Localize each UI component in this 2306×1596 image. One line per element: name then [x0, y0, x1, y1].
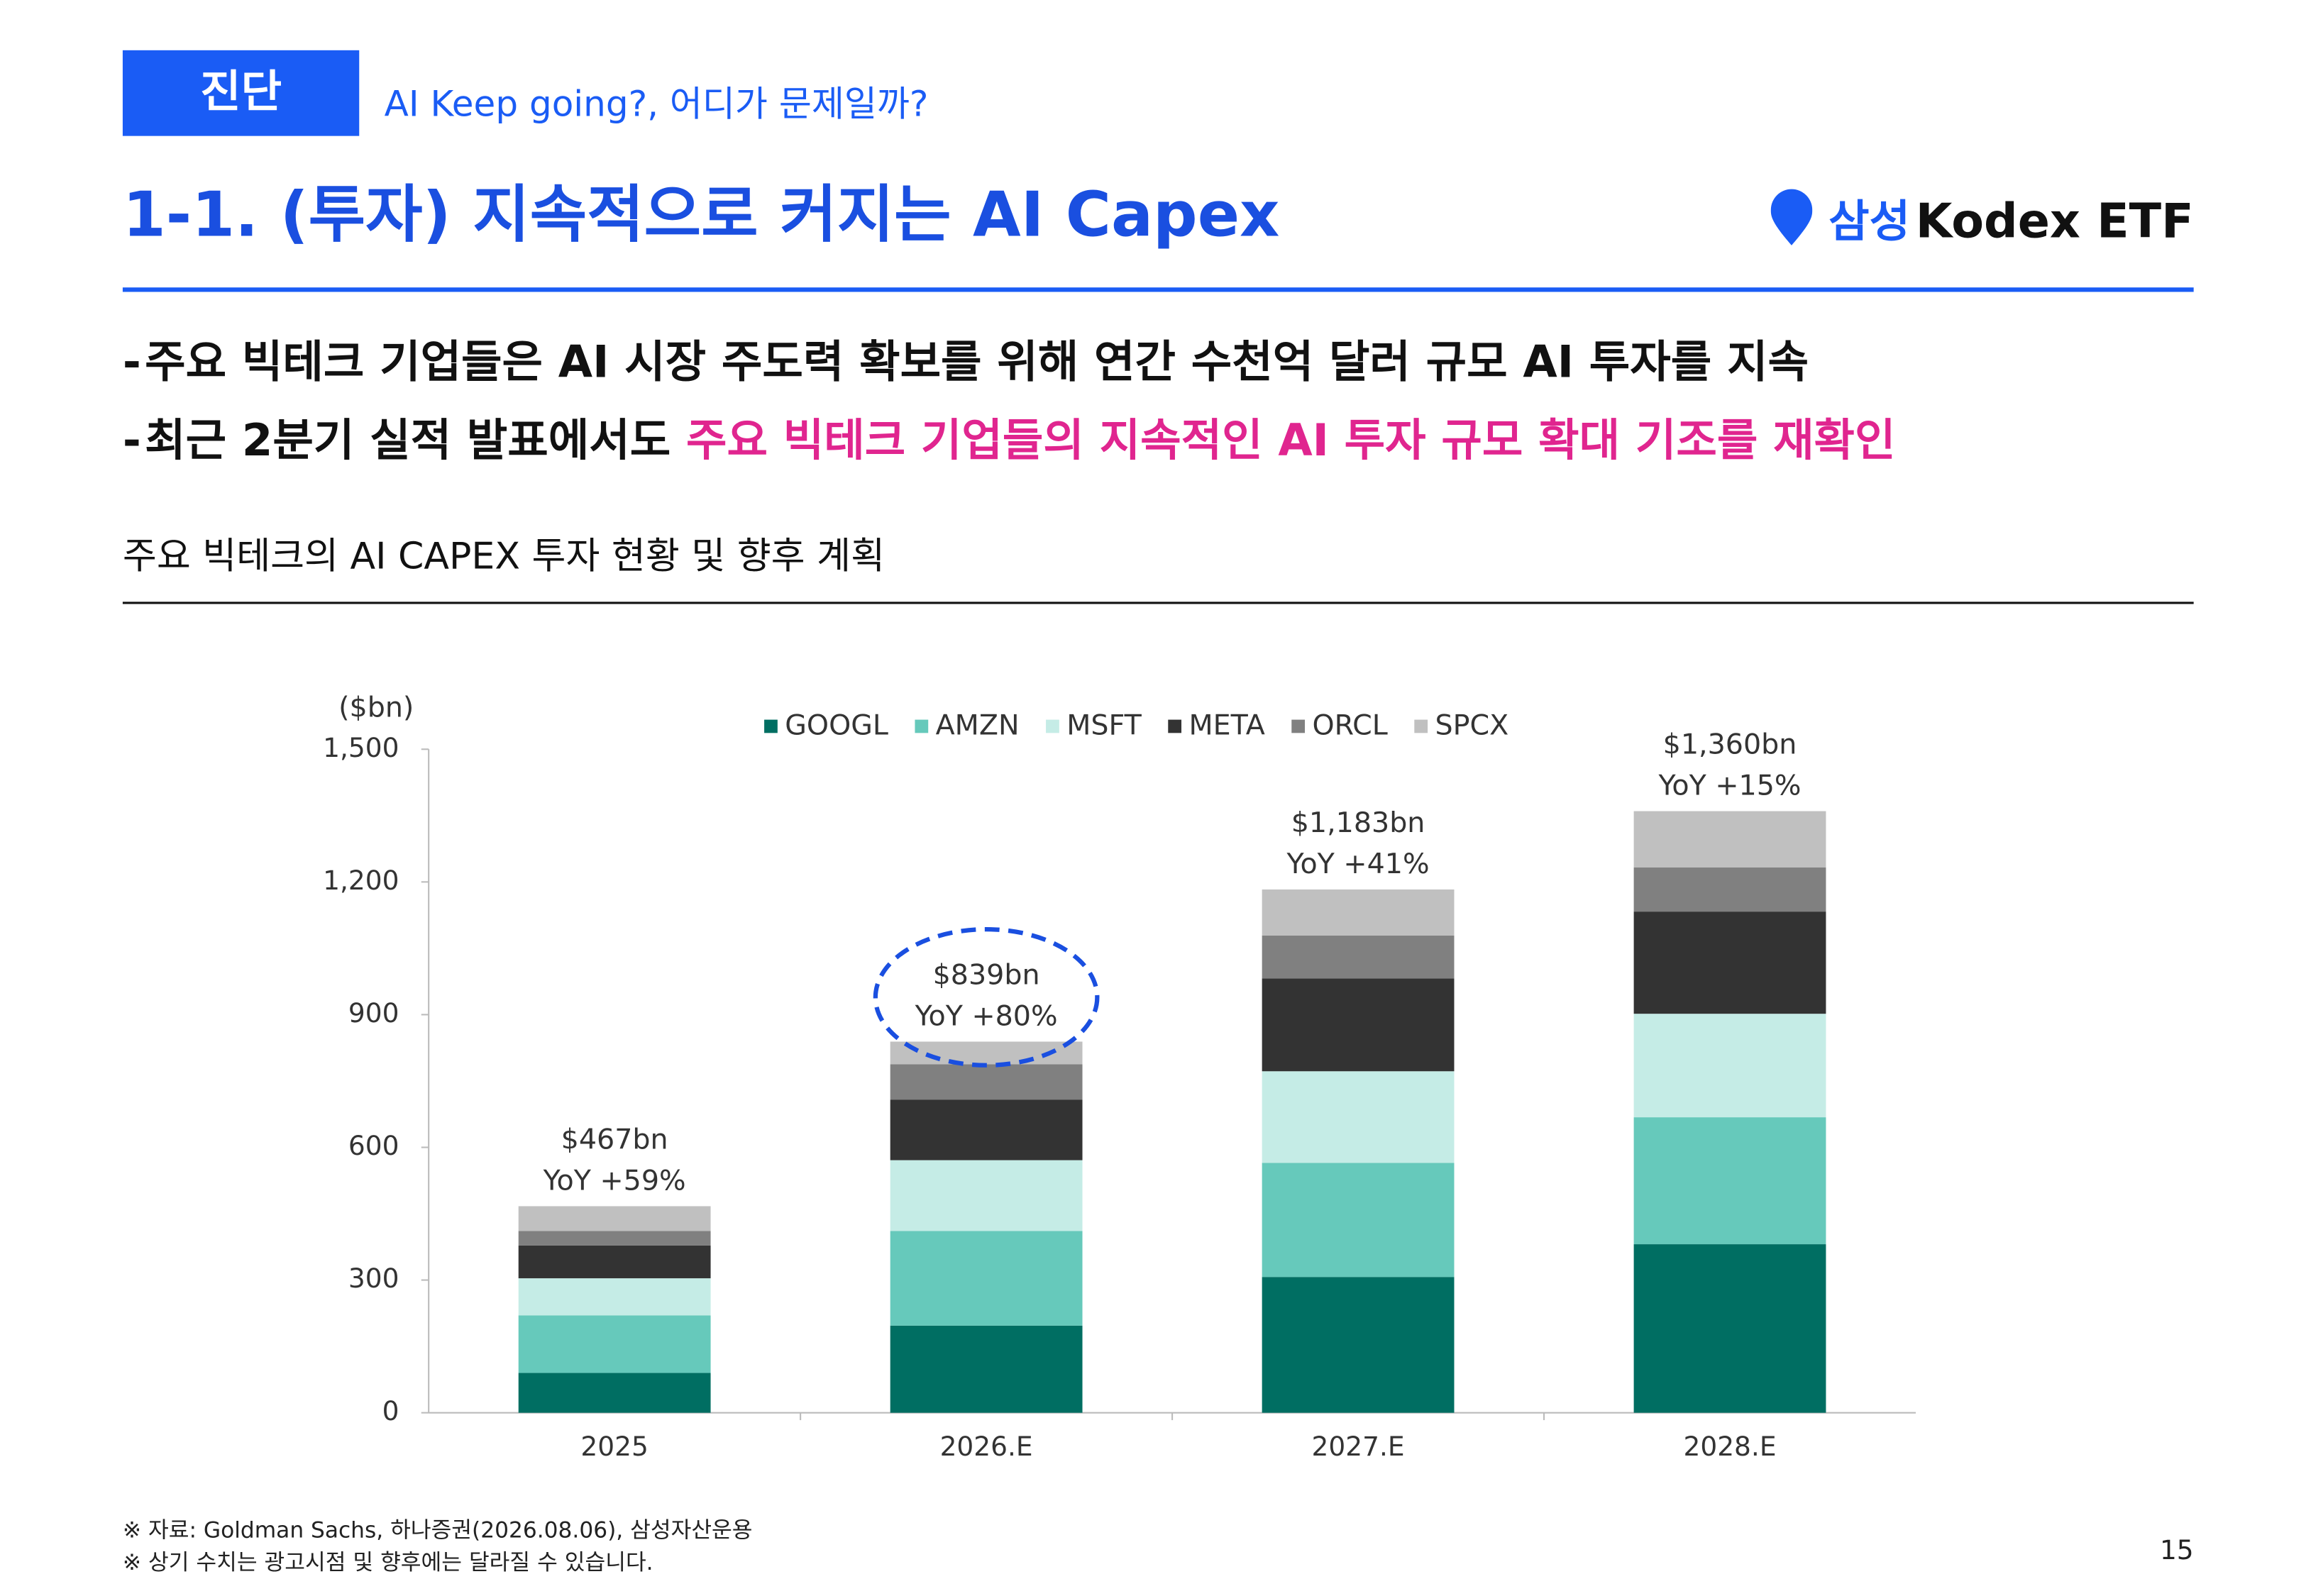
- title: 1-1. (투자) 지속적으로 커지는 AI Capex: [123, 178, 1280, 250]
- bar-segment: [1262, 889, 1455, 936]
- bar-segment: [890, 1064, 1083, 1100]
- bar-segment: [1262, 1277, 1455, 1413]
- bullet-marker: -: [123, 414, 141, 466]
- bar-segment: [1633, 1244, 1826, 1413]
- bar-segment: [1262, 1163, 1455, 1278]
- x-tick-label: 2025: [580, 1431, 648, 1462]
- legend-label: SPCX: [1435, 709, 1508, 742]
- badge-box: [122, 50, 360, 136]
- bar-segment: [518, 1231, 711, 1246]
- y-unit: ($bn): [338, 691, 414, 724]
- bar-segment: [518, 1278, 711, 1316]
- bar-segment: [1262, 1071, 1455, 1163]
- bar-segment: [1633, 867, 1826, 912]
- page-number: 15: [2160, 1534, 2194, 1565]
- total-label: $839bn: [933, 958, 1040, 991]
- y-tick-label: 600: [348, 1130, 399, 1161]
- x-tick-label: 2028.E: [1683, 1431, 1776, 1462]
- legend-swatch: [915, 719, 929, 733]
- y-tick-label: 0: [382, 1395, 399, 1426]
- bar-segment: [1262, 935, 1455, 979]
- y-tick-label: 1,200: [323, 865, 399, 896]
- legend-swatch: [1168, 719, 1182, 733]
- legend-swatch: [1046, 719, 1059, 733]
- subtitle: AI Keep going?, 어디가 문제일까?: [385, 84, 929, 125]
- x-tick-label: 2026.E: [940, 1431, 1033, 1462]
- y-tick-label: 900: [348, 997, 399, 1029]
- footnote: ※ 상기 수치는 광고시점 및 향후에는 달라질 수 있습니다.: [123, 1550, 653, 1575]
- brand-prefix: 삼성: [1828, 196, 1910, 248]
- bullet: 주요 빅테크 기업들은 AI 시장 주도력 확보를 위해 연간 수천억 달러 규…: [145, 336, 1809, 388]
- y-tick-label: 300: [348, 1263, 399, 1294]
- legend-swatch: [1414, 719, 1428, 733]
- brand: Kodex ETF: [1916, 194, 2194, 249]
- bar-segment: [890, 1231, 1083, 1326]
- bar-segment: [1633, 811, 1826, 868]
- legend-label: MSFT: [1066, 709, 1142, 742]
- bar-segment: [890, 1160, 1083, 1231]
- badge: 진단: [200, 65, 282, 117]
- total-label: $1,183bn: [1291, 807, 1425, 839]
- total-label: $467bn: [561, 1123, 668, 1156]
- y-tick-label: 1,500: [323, 732, 399, 763]
- bar-segment: [1633, 911, 1826, 1014]
- yoy-label: YoY +80%: [915, 1000, 1058, 1033]
- bar-segment: [518, 1245, 711, 1279]
- footnote: ※ 자료: Goldman Sachs, 하나증권(2026.08.06), 삼…: [123, 1517, 753, 1543]
- bar-segment: [518, 1315, 711, 1373]
- yoy-label: YoY +15%: [1658, 770, 1802, 802]
- bullet-marker: -: [123, 336, 141, 388]
- bar-segment: [890, 1099, 1083, 1160]
- legend-swatch: [1291, 719, 1306, 733]
- bullet: 최근 2분기 실적 발표에서도 주요 빅테크 기업들의 지속적인 AI 투자 규…: [145, 414, 1895, 466]
- legend-swatch: [764, 719, 778, 733]
- legend-label: ORCL: [1312, 709, 1387, 742]
- bar-segment: [518, 1373, 711, 1413]
- yoy-label: YoY +41%: [1286, 848, 1430, 880]
- section-title: 주요 빅테크의 AI CAPEX 투자 현황 및 향후 계획: [123, 536, 885, 578]
- brand-icon: [1770, 189, 1813, 245]
- legend-label: AMZN: [936, 709, 1020, 742]
- bar-segment: [1633, 1014, 1826, 1118]
- yoy-label: YoY +59%: [543, 1165, 686, 1197]
- bar-segment: [1262, 978, 1455, 1072]
- legend-label: GOOGL: [785, 709, 888, 742]
- legend-label: META: [1188, 709, 1264, 742]
- bar-segment: [1633, 1117, 1826, 1245]
- highlight-circle: [873, 926, 1100, 1068]
- total-label: $1,360bn: [1663, 728, 1797, 760]
- bullet-text: 최근 2분기 실적 발표에서도: [145, 414, 686, 466]
- bar-segment: [518, 1206, 711, 1231]
- x-tick-label: 2027.E: [1312, 1431, 1405, 1462]
- bar-segment: [890, 1325, 1083, 1413]
- bullet-highlight: 주요 빅테크 기업들의 지속적인 AI 투자 규모 확대 기조를 재확인: [686, 414, 1896, 466]
